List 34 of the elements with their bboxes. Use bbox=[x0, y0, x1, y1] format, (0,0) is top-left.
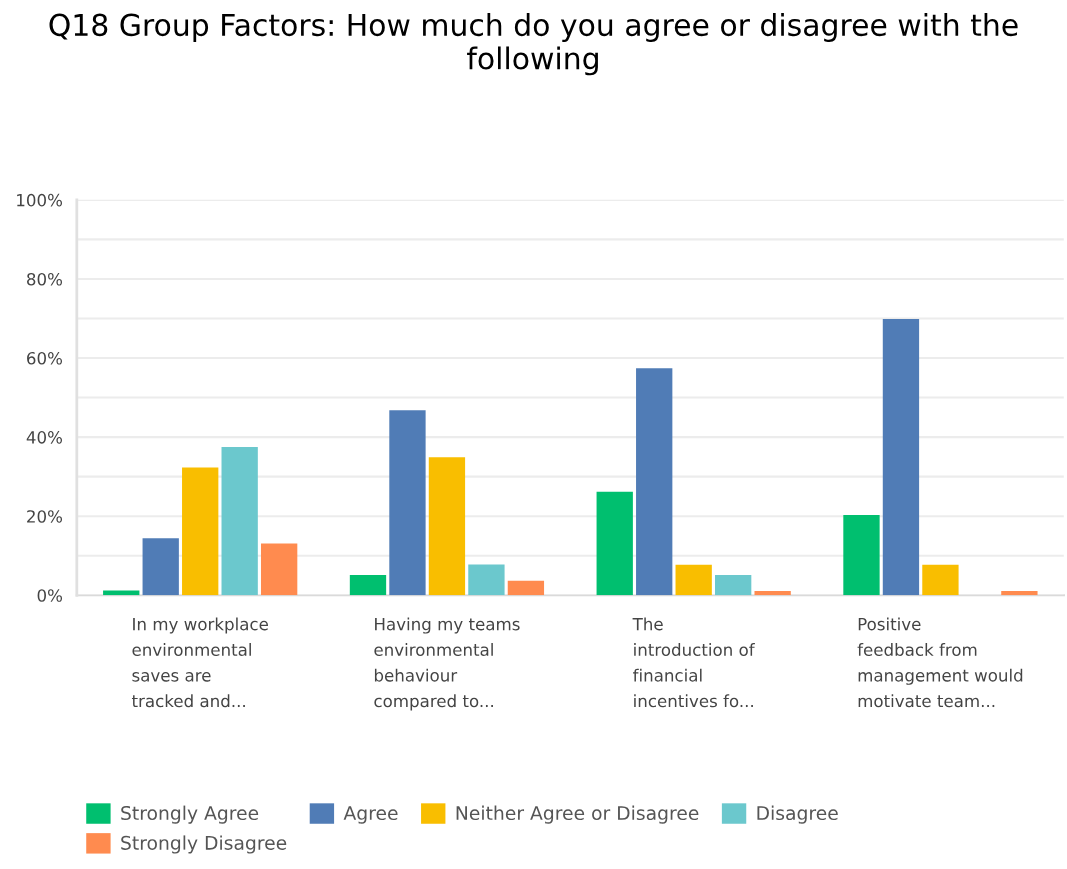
bar bbox=[349, 575, 387, 596]
y-tick-label: 40% bbox=[26, 431, 63, 444]
bar bbox=[922, 564, 959, 596]
bar bbox=[468, 564, 505, 596]
legend-label: Neither Agree or Disagree bbox=[456, 805, 699, 824]
legend-label: Agree bbox=[343, 806, 398, 824]
bar bbox=[675, 564, 712, 596]
bar bbox=[596, 491, 633, 596]
x-tick-label: In my workplace environmental saves are tracked and... bbox=[131, 617, 268, 708]
bar bbox=[636, 368, 673, 596]
y-tick-label: 0% bbox=[37, 589, 63, 602]
legend-label: Disagree bbox=[757, 805, 838, 824]
bar bbox=[843, 515, 880, 596]
bar bbox=[882, 318, 920, 596]
bar bbox=[428, 457, 466, 596]
x-tick-label: Having my teams environmental behaviour compared to... bbox=[374, 617, 520, 711]
legend-label: Strongly Disagree bbox=[121, 835, 287, 854]
bar bbox=[260, 543, 298, 596]
bar bbox=[754, 590, 791, 596]
legend-label: Strongly Agree bbox=[121, 805, 259, 824]
bar bbox=[507, 580, 545, 596]
x-tick-label: Positive feedback from management would motivate team... bbox=[857, 617, 1023, 708]
y-tick-label: 60% bbox=[27, 351, 63, 365]
bar bbox=[142, 538, 179, 596]
chart-title: Q18 Group Factors: How much do you agree or disagree with the following bbox=[49, 13, 1018, 76]
bar bbox=[221, 446, 258, 596]
bar bbox=[389, 410, 426, 596]
y-tick-label: 100% bbox=[17, 193, 63, 207]
x-tick-label: The introduction of financial incentives fo... bbox=[632, 617, 755, 708]
bar bbox=[1001, 590, 1038, 596]
y-tick-label: 20% bbox=[27, 510, 63, 523]
bar bbox=[715, 575, 752, 596]
bar bbox=[182, 467, 219, 596]
y-tick-label: 80% bbox=[27, 272, 63, 286]
